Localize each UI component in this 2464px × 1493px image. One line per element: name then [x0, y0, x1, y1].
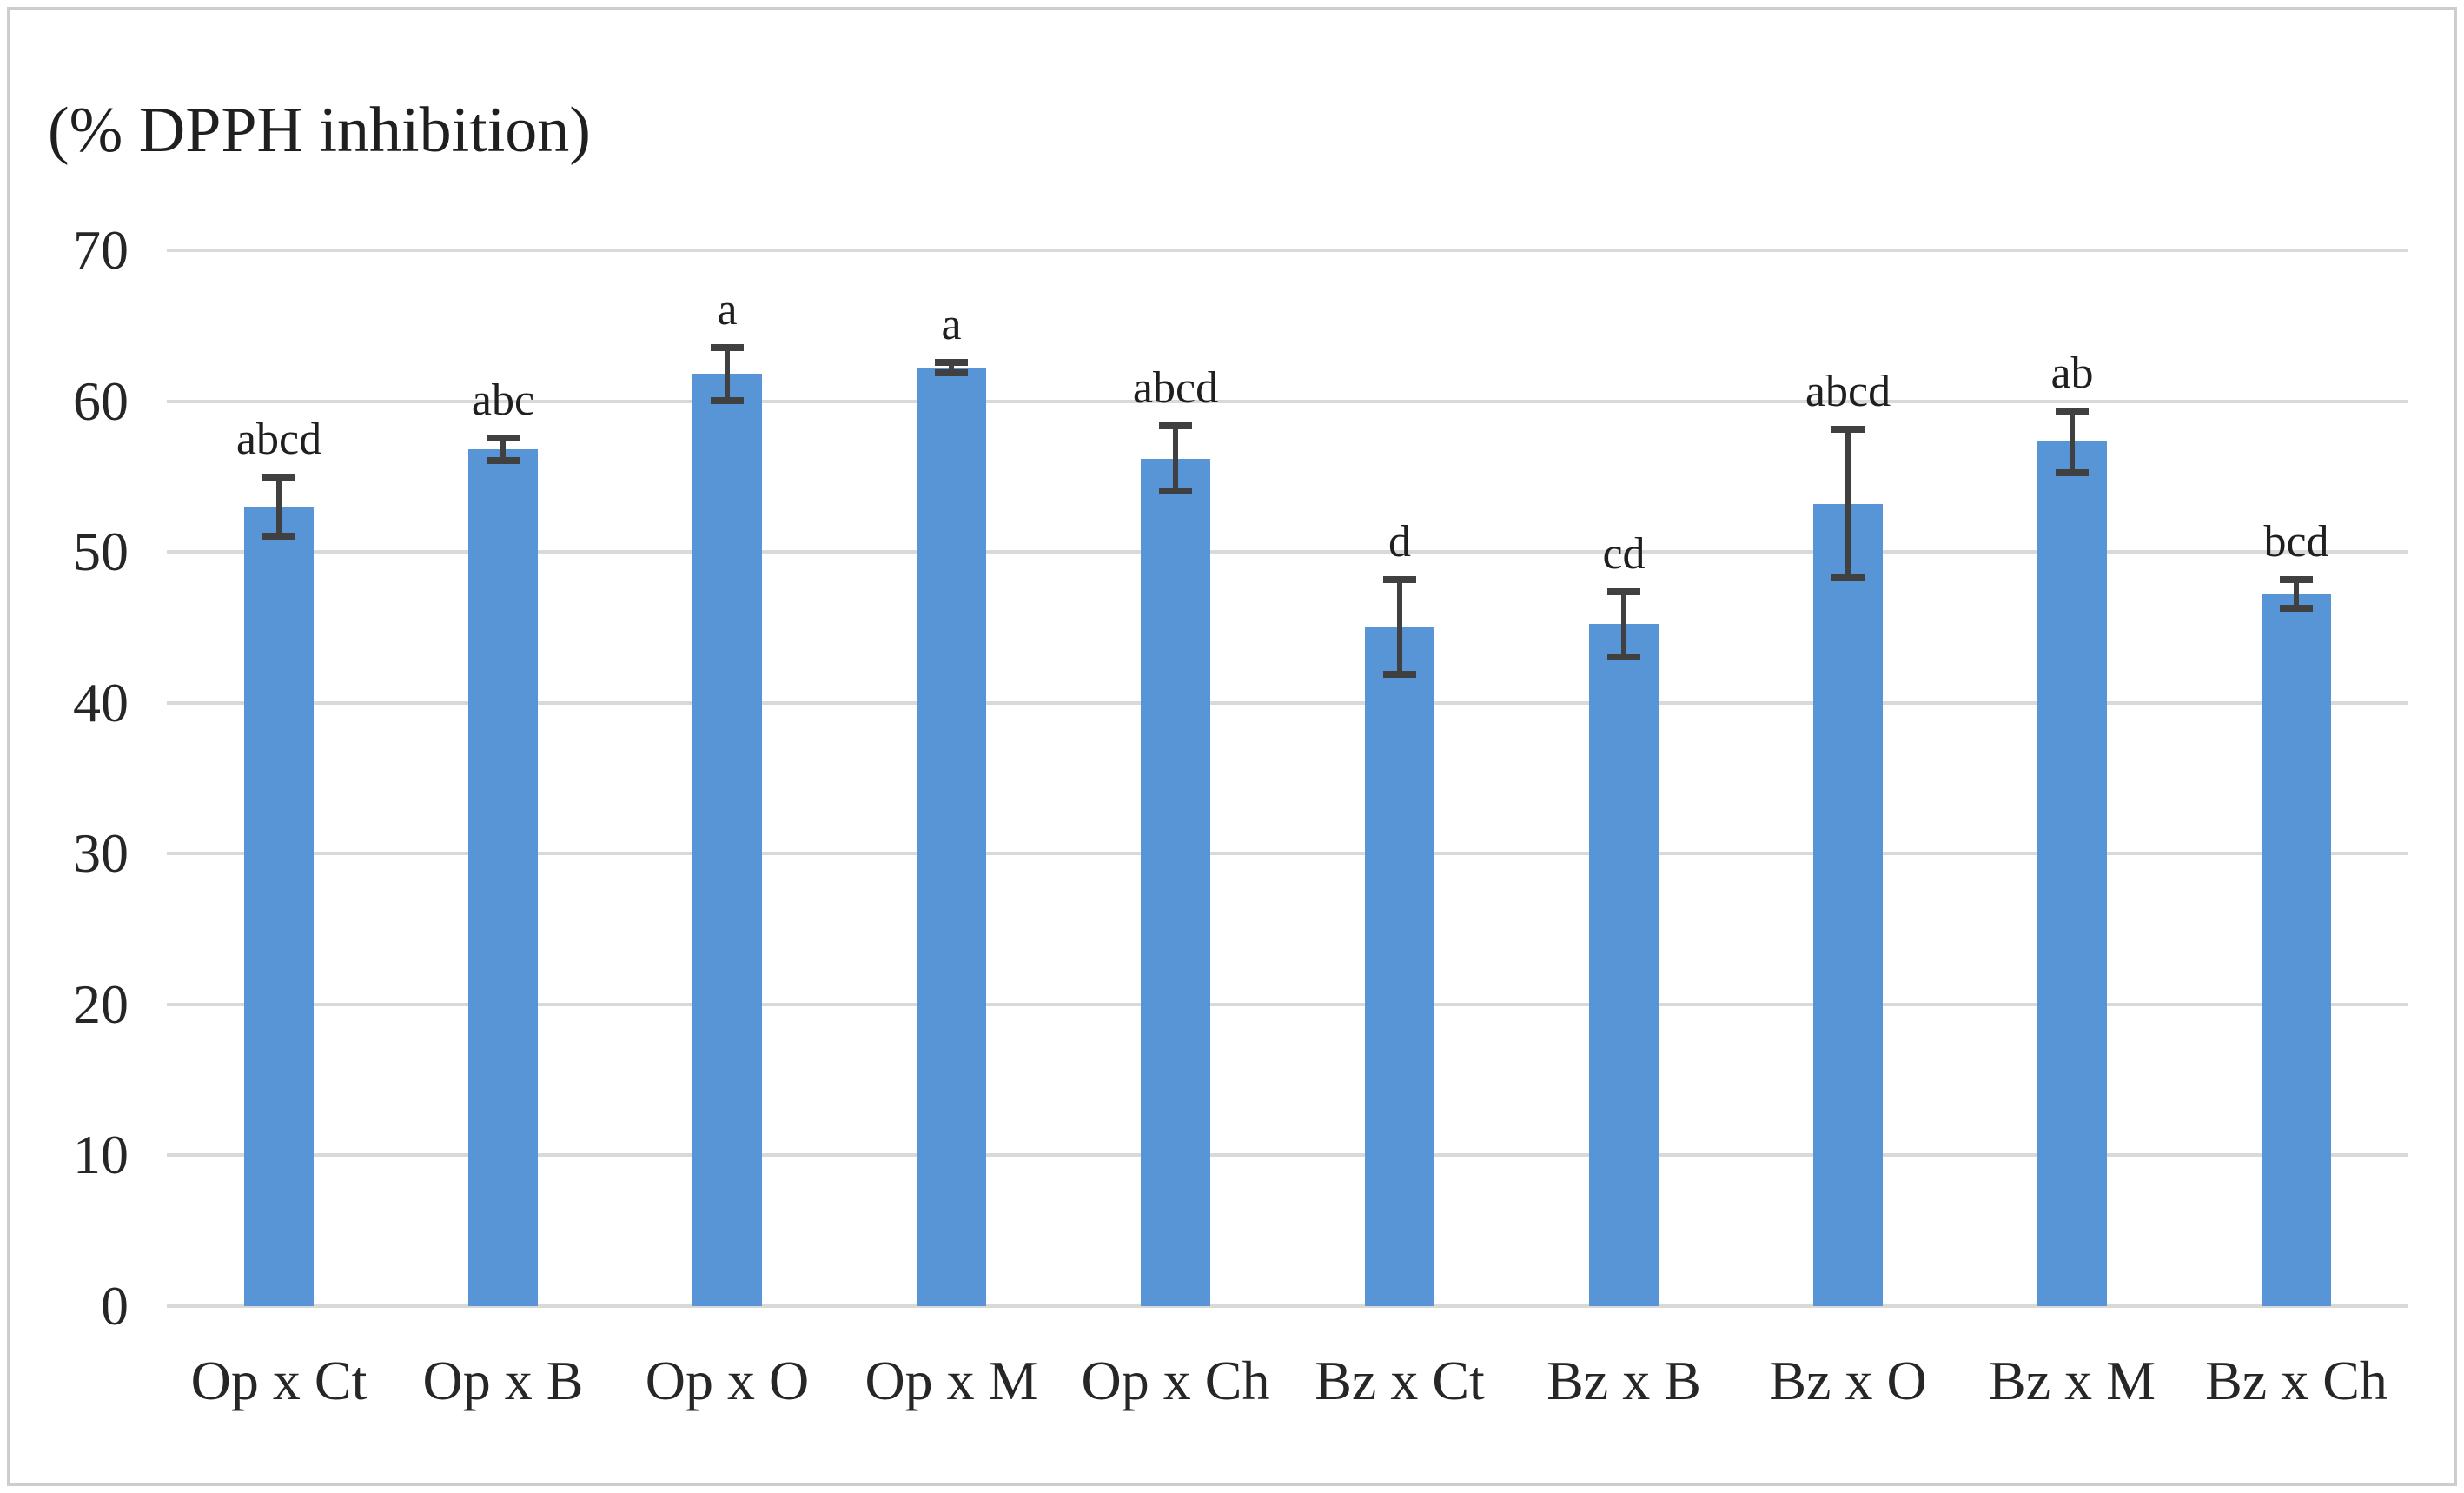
- x-axis-category-label: Bz x O: [1769, 1350, 1927, 1411]
- error-bar-line: [725, 347, 730, 401]
- bar-BzxO: [1813, 503, 1883, 1306]
- x-axis-category-label: Op x Ct: [190, 1350, 368, 1411]
- error-bar-line: [949, 362, 954, 375]
- significance-letter: d: [1388, 517, 1411, 567]
- y-axis-tick-label: 0: [101, 1275, 129, 1337]
- bar-BzxM: [2037, 441, 2107, 1306]
- error-bar-bottom-cap: [1159, 487, 1192, 494]
- x-axis-category-label: Bz x Ch: [2205, 1350, 2388, 1411]
- error-bar-bottom-cap: [711, 396, 744, 404]
- significance-letter: ab: [2050, 348, 2094, 398]
- error-bar-top-cap: [711, 344, 744, 352]
- x-axis-category-label: Bz x M: [1989, 1350, 2156, 1411]
- significance-letter: bcd: [2263, 517, 2329, 567]
- y-gridline: [167, 1304, 2408, 1308]
- x-axis-category-label: Op x Ch: [1081, 1350, 1270, 1411]
- y-gridline: [167, 1153, 2408, 1158]
- y-axis-tick-label: 30: [73, 822, 129, 885]
- bar-OpxCh: [1141, 458, 1210, 1306]
- y-axis-tick-label: 10: [73, 1124, 129, 1186]
- error-bar-top-cap: [262, 474, 295, 481]
- error-bar-line: [1845, 428, 1851, 580]
- error-bar-bottom-cap: [2056, 468, 2089, 476]
- error-bar-bottom-cap: [1607, 653, 1640, 660]
- error-bar-line: [1397, 579, 1402, 676]
- error-bar-bottom-cap: [262, 532, 295, 540]
- significance-letter: abcd: [235, 415, 322, 465]
- y-gridline: [167, 700, 2408, 705]
- y-gridline: [167, 399, 2408, 403]
- error-bar-top-cap: [935, 359, 968, 367]
- y-axis-tick-label: 60: [73, 369, 129, 432]
- error-bar-top-cap: [1383, 576, 1416, 584]
- x-axis-category-label: Op x M: [864, 1350, 1038, 1411]
- error-bar-top-cap: [1831, 425, 1865, 433]
- bar-BzxCt: [1365, 627, 1434, 1306]
- chart-title: (% DPPH inhibition): [48, 95, 591, 166]
- error-bar-bottom-cap: [2280, 605, 2313, 613]
- error-bar-line: [1173, 425, 1178, 492]
- error-bar-bottom-cap: [1831, 574, 1865, 582]
- y-gridline: [167, 1002, 2408, 1006]
- error-bar-line: [276, 476, 282, 537]
- significance-letter: abc: [471, 375, 535, 426]
- error-bar-line: [2294, 579, 2299, 610]
- significance-letter: abcd: [1132, 363, 1219, 414]
- bar-BzxB: [1589, 624, 1659, 1306]
- error-bar-bottom-cap: [487, 457, 520, 464]
- significance-letter: abcd: [1805, 366, 1891, 416]
- y-axis-tick-label: 40: [73, 671, 129, 733]
- significance-letter: cd: [1602, 529, 1646, 580]
- error-bar-top-cap: [1159, 422, 1192, 430]
- bar-OpxCt: [244, 507, 314, 1306]
- bar-OpxO: [692, 374, 762, 1306]
- y-axis-tick-label: 20: [73, 972, 129, 1035]
- y-gridline: [167, 852, 2408, 856]
- bar-OpxM: [917, 368, 986, 1306]
- x-axis-category-label: Op x O: [645, 1350, 810, 1411]
- y-axis-tick-label: 70: [73, 219, 129, 281]
- error-bar-top-cap: [1607, 588, 1640, 596]
- y-axis-tick-label: 50: [73, 521, 129, 583]
- significance-letter: a: [717, 285, 738, 335]
- y-gridline: [167, 550, 2408, 554]
- x-axis-category-label: Bz x B: [1547, 1350, 1701, 1411]
- error-bar-line: [1621, 591, 1626, 658]
- error-bar-line: [2070, 409, 2075, 474]
- error-bar-line: [500, 437, 506, 461]
- x-axis-category-label: Op x B: [422, 1350, 584, 1411]
- bar-BzxCh: [2262, 594, 2331, 1306]
- error-bar-bottom-cap: [1383, 671, 1416, 679]
- error-bar-bottom-cap: [935, 369, 968, 377]
- error-bar-top-cap: [487, 435, 520, 442]
- x-axis-category-label: Bz x Ct: [1315, 1350, 1485, 1411]
- y-gridline: [167, 249, 2408, 252]
- significance-letter: a: [941, 300, 962, 350]
- error-bar-top-cap: [2056, 407, 2089, 415]
- error-bar-top-cap: [2280, 576, 2313, 584]
- bar-OpxB: [468, 449, 538, 1306]
